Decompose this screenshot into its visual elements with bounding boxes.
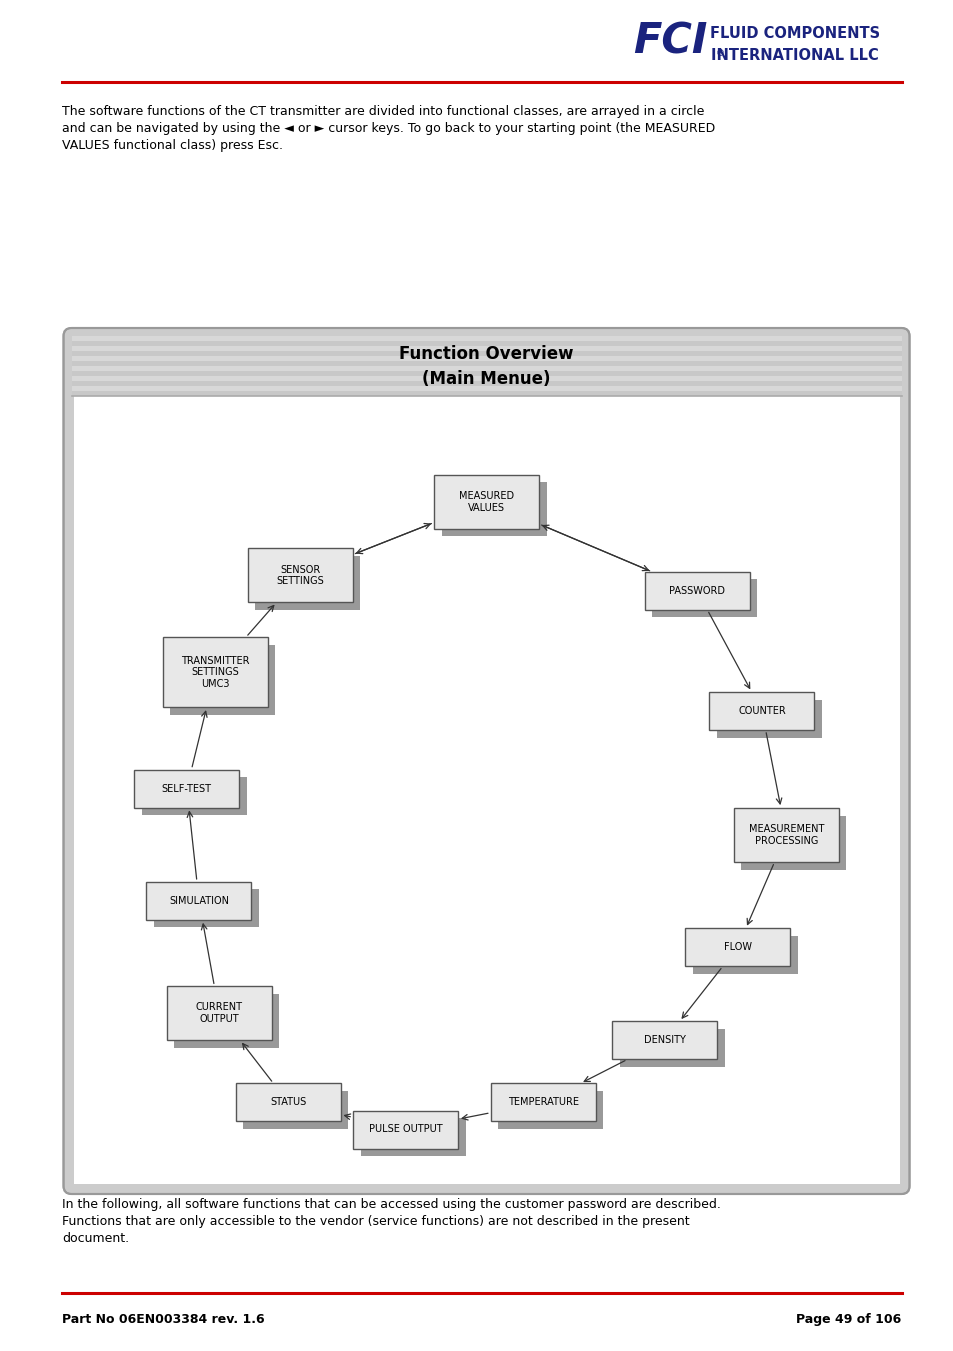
- Text: The software functions of the CT transmitter are divided into functional classes: The software functions of the CT transmi…: [62, 105, 715, 153]
- Text: Function Overview: Function Overview: [399, 345, 573, 363]
- Bar: [497, 1090, 602, 1129]
- Text: CURRENT
OUTPUT: CURRENT OUTPUT: [195, 1002, 242, 1024]
- Text: SIMULATION: SIMULATION: [169, 896, 229, 907]
- Text: In the following, all software functions that can be accessed using the customer: In the following, all software functions…: [62, 1198, 720, 1246]
- Bar: [692, 936, 797, 974]
- Bar: [147, 882, 252, 920]
- Text: Part No 06EN003384 rev. 1.6: Part No 06EN003384 rev. 1.6: [62, 1313, 264, 1325]
- Bar: [243, 1090, 348, 1129]
- Bar: [619, 1029, 724, 1067]
- Bar: [71, 366, 901, 372]
- Bar: [360, 1119, 465, 1156]
- Bar: [235, 1084, 340, 1121]
- Bar: [709, 692, 814, 730]
- Bar: [71, 381, 901, 386]
- Bar: [71, 357, 901, 361]
- Bar: [73, 396, 899, 1183]
- Text: (Main Menue): (Main Menue): [422, 370, 550, 388]
- Text: DENSITY: DENSITY: [643, 1035, 685, 1046]
- Bar: [71, 340, 901, 346]
- Bar: [717, 700, 821, 738]
- Text: SELF-TEST: SELF-TEST: [162, 784, 212, 793]
- Text: PULSE OUTPUT: PULSE OUTPUT: [369, 1124, 442, 1135]
- Bar: [644, 571, 749, 609]
- Text: MEASURED
VALUES: MEASURED VALUES: [458, 490, 514, 512]
- FancyBboxPatch shape: [64, 328, 908, 1194]
- Bar: [353, 1111, 457, 1148]
- Bar: [684, 928, 789, 966]
- Text: ®: ®: [715, 50, 723, 58]
- Bar: [733, 808, 838, 862]
- Bar: [71, 351, 901, 357]
- Text: FLUID COMPONENTS: FLUID COMPONENTS: [709, 26, 880, 41]
- Text: PASSWORD: PASSWORD: [668, 586, 724, 596]
- Bar: [71, 390, 901, 396]
- Bar: [71, 346, 901, 351]
- Text: FCI: FCI: [632, 22, 706, 63]
- Bar: [163, 638, 268, 708]
- Bar: [170, 644, 274, 715]
- Bar: [142, 777, 247, 815]
- Text: SENSOR
SETTINGS: SENSOR SETTINGS: [276, 565, 324, 586]
- Bar: [652, 580, 757, 617]
- Text: FLOW: FLOW: [723, 943, 751, 952]
- Text: TEMPERATURE: TEMPERATURE: [507, 1097, 578, 1108]
- Bar: [434, 474, 538, 528]
- Bar: [441, 482, 546, 536]
- Bar: [490, 1084, 595, 1121]
- Bar: [71, 386, 901, 390]
- Text: MEASUREMENT
PROCESSING: MEASUREMENT PROCESSING: [748, 824, 823, 846]
- Bar: [71, 361, 901, 366]
- Bar: [71, 336, 901, 340]
- Text: STATUS: STATUS: [270, 1097, 306, 1108]
- Bar: [255, 555, 360, 609]
- Text: TRANSMITTER
SETTINGS
UMC3: TRANSMITTER SETTINGS UMC3: [181, 655, 249, 689]
- Bar: [153, 889, 258, 927]
- Bar: [71, 376, 901, 381]
- Bar: [740, 816, 845, 870]
- Bar: [174, 994, 279, 1048]
- Bar: [612, 1021, 717, 1059]
- Bar: [167, 986, 272, 1040]
- Bar: [134, 770, 239, 808]
- Text: Page 49 of 106: Page 49 of 106: [796, 1313, 901, 1325]
- Bar: [248, 549, 353, 603]
- Text: INTERNATIONAL LLC: INTERNATIONAL LLC: [710, 47, 878, 62]
- Bar: [71, 372, 901, 376]
- Text: COUNTER: COUNTER: [738, 707, 785, 716]
